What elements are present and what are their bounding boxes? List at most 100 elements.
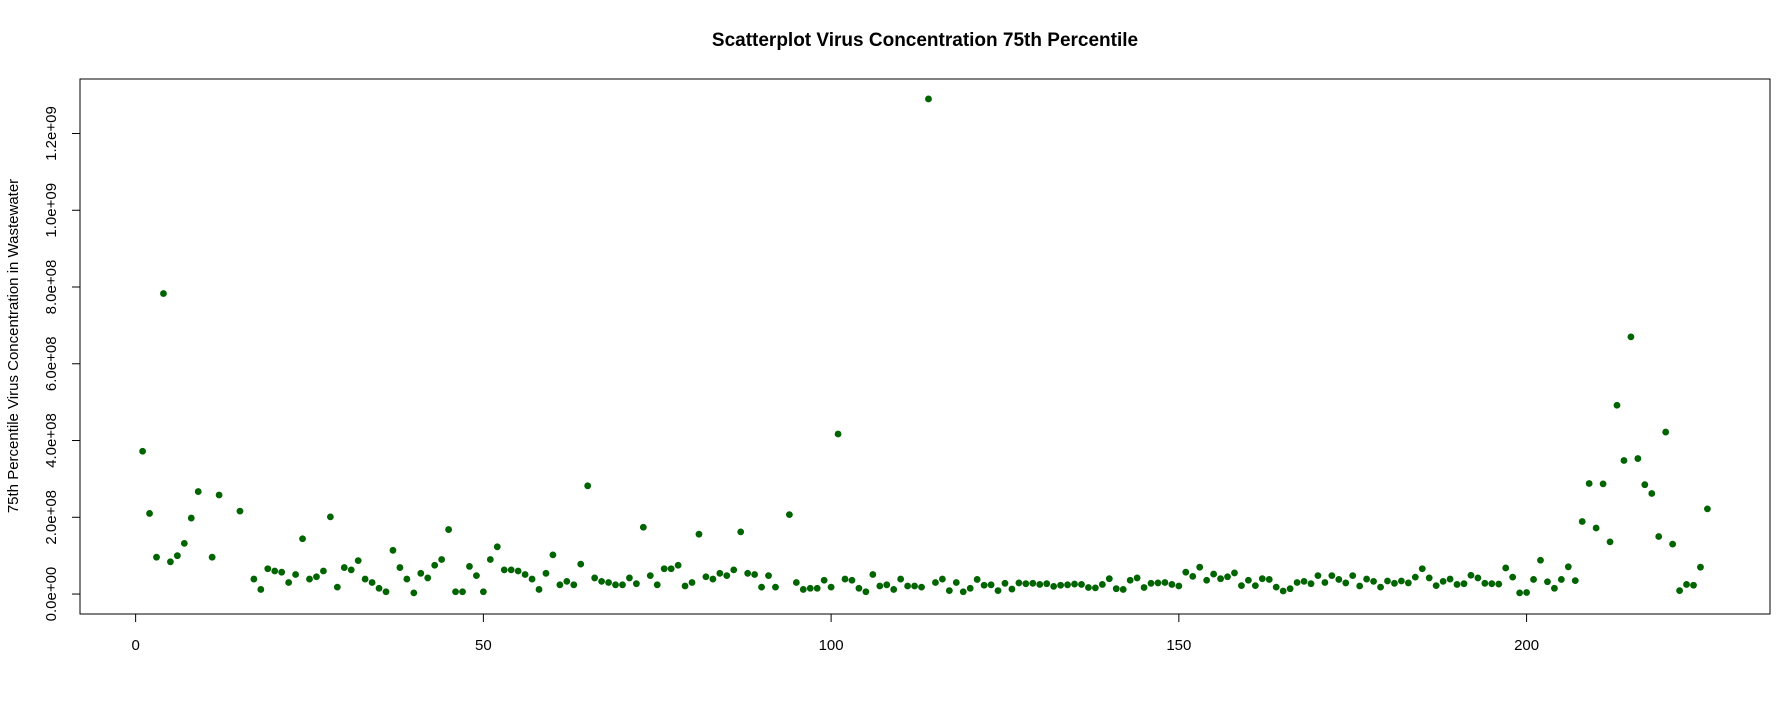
plot-box xyxy=(79,78,1771,615)
point xyxy=(160,290,167,297)
point xyxy=(918,583,925,591)
point xyxy=(1488,580,1496,588)
point xyxy=(285,579,293,586)
point xyxy=(1272,583,1280,591)
point xyxy=(751,571,759,578)
point xyxy=(723,572,731,580)
point xyxy=(1704,505,1711,513)
point xyxy=(208,553,216,561)
point xyxy=(605,579,612,586)
point xyxy=(1189,572,1197,580)
point xyxy=(688,579,696,586)
point xyxy=(744,569,752,577)
point xyxy=(973,576,981,583)
y-tick-label: 2.0e+08 xyxy=(43,490,60,545)
point xyxy=(473,572,480,580)
point xyxy=(1314,572,1322,580)
point xyxy=(570,581,578,589)
point xyxy=(813,584,821,592)
point xyxy=(1418,565,1426,573)
point xyxy=(556,581,564,589)
point xyxy=(598,577,606,585)
point xyxy=(626,574,633,582)
point xyxy=(1279,587,1287,595)
point xyxy=(938,575,946,583)
point xyxy=(438,556,446,563)
point xyxy=(1307,580,1315,588)
point xyxy=(834,430,842,438)
point xyxy=(368,579,376,586)
point xyxy=(139,447,146,455)
point xyxy=(1397,577,1405,585)
point xyxy=(1224,573,1231,581)
point xyxy=(354,557,362,565)
point xyxy=(883,581,891,589)
point xyxy=(1196,563,1204,571)
point xyxy=(1335,576,1343,583)
point xyxy=(382,588,390,596)
point xyxy=(549,551,557,559)
point xyxy=(278,568,286,576)
point xyxy=(737,528,745,536)
point xyxy=(799,586,807,593)
point xyxy=(876,582,884,590)
point xyxy=(1411,573,1419,581)
point xyxy=(1112,585,1120,593)
point xyxy=(1175,582,1183,590)
chart-title: Scatterplot Virus Concentration 75th Per… xyxy=(712,30,1138,51)
point xyxy=(1168,581,1176,588)
point xyxy=(681,582,689,590)
point xyxy=(619,581,626,589)
point xyxy=(820,576,828,584)
point xyxy=(1551,584,1558,592)
y-axis-title: 75th Percentile Virus Concentration in W… xyxy=(5,179,22,513)
point xyxy=(1446,575,1454,583)
point xyxy=(1064,581,1071,589)
x-tick-label: 100 xyxy=(819,637,844,654)
point xyxy=(528,575,536,583)
point xyxy=(271,567,279,575)
point xyxy=(848,576,856,584)
point xyxy=(507,566,515,574)
point xyxy=(1036,581,1044,588)
point xyxy=(674,561,682,569)
point xyxy=(1571,577,1579,585)
point xyxy=(194,488,202,495)
point xyxy=(389,546,397,554)
point xyxy=(1008,585,1016,593)
point xyxy=(1676,587,1683,594)
point xyxy=(1265,576,1273,583)
point xyxy=(521,571,529,578)
point xyxy=(785,511,793,518)
point xyxy=(911,582,918,590)
point xyxy=(1627,333,1635,341)
point xyxy=(980,581,988,589)
point xyxy=(841,575,849,583)
point xyxy=(361,575,369,583)
point xyxy=(702,573,710,581)
point xyxy=(806,584,814,592)
point xyxy=(403,575,411,583)
point xyxy=(1251,582,1259,589)
point xyxy=(264,565,272,573)
y-tick-label: 1.0e+09 xyxy=(43,183,60,238)
point xyxy=(994,587,1002,594)
point xyxy=(1085,584,1092,591)
point xyxy=(1210,570,1218,578)
y-tick-label: 6.0e+08 xyxy=(43,336,60,391)
y-tick-label: 8.0e+08 xyxy=(43,260,60,315)
point xyxy=(1231,569,1238,577)
point xyxy=(1078,581,1085,588)
point xyxy=(1578,518,1586,525)
point xyxy=(792,579,800,586)
point xyxy=(855,584,863,592)
point xyxy=(1321,579,1329,586)
point xyxy=(966,584,974,592)
point xyxy=(1286,585,1294,593)
point xyxy=(827,583,835,591)
point xyxy=(1349,572,1357,580)
point xyxy=(452,588,459,596)
point xyxy=(1606,538,1614,546)
point xyxy=(890,586,898,593)
x-tick-label: 150 xyxy=(1166,637,1191,654)
